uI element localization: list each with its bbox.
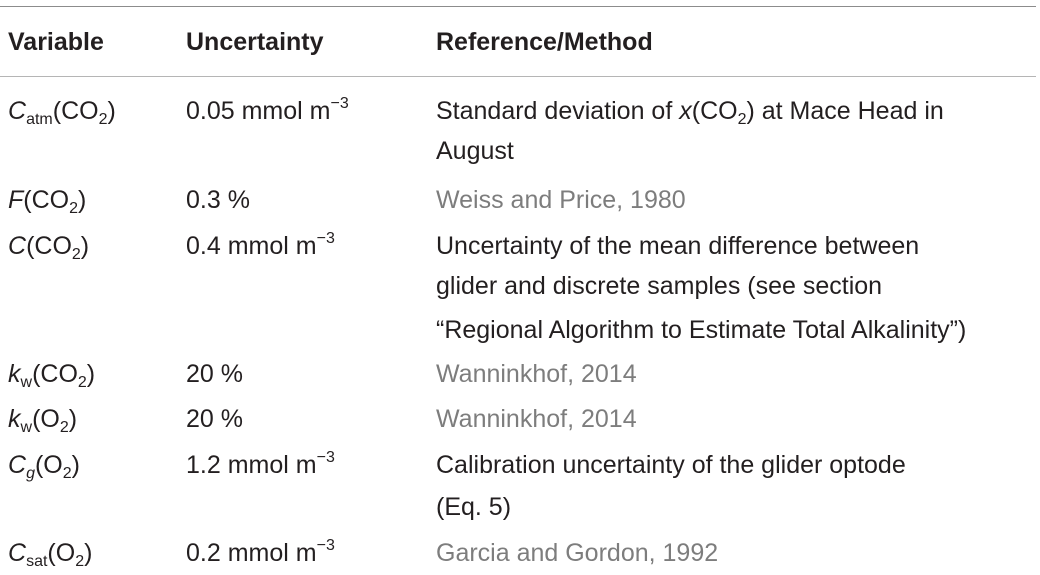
row-6-reference-cont: (Eq. 5) bbox=[436, 493, 512, 521]
row-6-variable: Cg(O2) bbox=[8, 451, 80, 482]
row-3-reference: Uncertainty of the mean difference betwe… bbox=[436, 232, 920, 260]
row-4-uncertainty: 20 % bbox=[186, 360, 243, 388]
row-3-reference-cont: glider and discrete samples (see section bbox=[436, 272, 883, 300]
row-2-variable: F(CO2) bbox=[8, 186, 87, 217]
row-3-uncertainty: 0.4 mmol m−3 bbox=[186, 230, 335, 261]
header-rule bbox=[0, 76, 1036, 77]
row-3-reference-cont2: “Regional Algorithm to Estimate Total Al… bbox=[436, 316, 967, 344]
row-1-variable: Catm(CO2) bbox=[8, 97, 116, 128]
row-7-uncertainty: 0.2 mmol m−3 bbox=[186, 537, 335, 568]
row-4-reference-link[interactable]: Wanninkhof, 2014 bbox=[436, 360, 637, 388]
row-2-uncertainty: 0.3 % bbox=[186, 186, 250, 214]
header-variable: Variable bbox=[8, 28, 104, 56]
row-6-uncertainty: 1.2 mmol m−3 bbox=[186, 449, 335, 480]
row-3-variable: C(CO2) bbox=[8, 232, 90, 263]
row-5-uncertainty: 20 % bbox=[186, 405, 243, 433]
row-1-reference-cont: August bbox=[436, 137, 514, 165]
row-5-reference-link[interactable]: Wanninkhof, 2014 bbox=[436, 405, 637, 433]
row-5-variable: kw(O2) bbox=[8, 405, 78, 436]
row-2-reference-link[interactable]: Weiss and Price, 1980 bbox=[436, 186, 686, 214]
row-6-reference: Calibration uncertainty of the glider op… bbox=[436, 451, 906, 479]
row-1-uncertainty: 0.05 mmol m−3 bbox=[186, 95, 349, 126]
row-4-variable: kw(CO2) bbox=[8, 360, 96, 391]
row-1-reference: Standard deviation of x(CO2) at Mace Hea… bbox=[436, 97, 944, 128]
row-7-reference-link[interactable]: Garcia and Gordon, 1992 bbox=[436, 539, 719, 567]
header-reference: Reference/Method bbox=[436, 28, 653, 56]
table-top-rule bbox=[0, 6, 1036, 7]
header-uncertainty: Uncertainty bbox=[186, 28, 324, 56]
row-7-variable: Csat(O2) bbox=[8, 539, 93, 570]
